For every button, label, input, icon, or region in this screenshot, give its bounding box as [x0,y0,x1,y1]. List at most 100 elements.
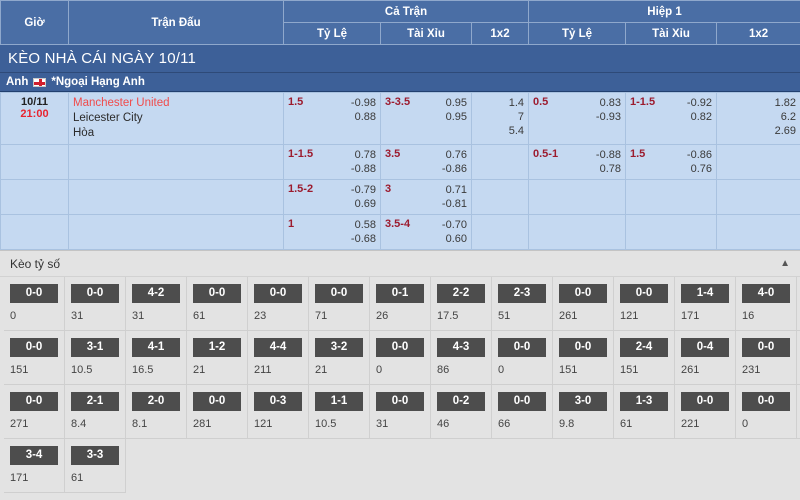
score-cell[interactable]: 2-4 151 [614,331,675,385]
odds-half-overunder [625,214,717,250]
score-cell[interactable]: 0-00 [797,385,800,439]
score-badge: 0-0 [193,392,241,411]
odds-half-handicap[interactable]: 0.5-1 -0.88 0.78 [528,144,626,180]
score-cell[interactable]: 0-0141 [797,277,800,331]
odds-full-handicap[interactable]: 1-1.5 0.78 -0.88 [283,144,381,180]
table-row[interactable]: 1 0.58 -0.68 3.5-4 -0.70 0.60 [0,214,800,250]
score-odd-value: 46 [437,418,450,430]
score-badge: 0-0 [742,392,790,411]
score-odd-value: 121 [254,418,273,430]
score-cell[interactable]: 4-0 16 [736,277,797,331]
other-score-footer: Tỷ số khác 0 [0,493,800,500]
score-odd-value: 31 [132,310,145,322]
score-cell[interactable]: 0-1 26 [370,277,431,331]
score-badge: 2-1 [71,392,119,411]
odds-full-overunder[interactable]: 3.5 0.76 -0.86 [380,144,472,180]
chevron-up-icon[interactable]: ▲ [780,257,790,269]
score-odd-value: 61 [193,310,206,322]
score-cell[interactable]: 0-0 231 [736,331,797,385]
score-odd-value: 8.1 [132,418,148,430]
score-cell[interactable]: 2-0 8.1 [126,385,187,439]
league-row[interactable]: Anh *Ngoại Hạng Anh [0,73,800,92]
score-cell[interactable]: 0-4 261 [675,331,736,385]
table-row[interactable]: 1-1.5 0.78 -0.88 3.5 0.76 -0.86 0.5-1 -0… [0,144,800,180]
score-cell[interactable]: 1-4 171 [675,277,736,331]
score-odd-value: 0 [376,364,383,376]
score-cell[interactable]: 0-0 151 [553,331,614,385]
odds-full-overunder[interactable]: 3 0.71 -0.81 [380,179,472,215]
odds-full-overunder[interactable]: 3.5-4 -0.70 0.60 [380,214,472,250]
odds-half-1x2 [716,144,800,180]
odds-value-over: -0.92 [686,97,712,109]
odds-value-under: 0.76 [690,163,712,175]
score-cell-empty [797,439,800,493]
odds-full-overunder[interactable]: 3-3.5 0.95 0.95 [380,92,472,145]
score-cell[interactable]: 0-0 31 [65,277,126,331]
table-row[interactable]: 10/11 21:00 Manchester United Leicester … [0,92,800,145]
score-badge: 0-0 [742,338,790,357]
score-cell[interactable]: 3-0 9.8 [553,385,614,439]
score-odd-value: 121 [620,310,639,322]
team-away: Leicester City [73,112,143,124]
score-cell[interactable]: 4-2 31 [126,277,187,331]
odds-full-handicap[interactable]: 1.5 -0.98 0.88 [283,92,381,145]
header-group-firsthalf: Hiệp 1 [528,0,800,23]
odds-full-handicap[interactable]: 1 0.58 -0.68 [283,214,381,250]
score-cell-empty [187,439,248,493]
score-cell[interactable]: 1-2 21 [187,331,248,385]
score-cell[interactable]: 0-0 121 [614,277,675,331]
score-badge: 0-0 [193,284,241,303]
score-cell[interactable]: 3-4 171 [4,439,65,493]
odds-half-1x2[interactable]: 1.82 6.2 2.69 [716,92,800,145]
score-cell[interactable]: 0-3 121 [248,385,309,439]
match-teams-cell-empty [68,144,284,180]
score-cell[interactable]: 1-1 10.5 [309,385,370,439]
score-cell[interactable]: 3-1 10.5 [65,331,126,385]
score-badge: 0-0 [498,338,546,357]
score-cell[interactable]: 0-0 221 [675,385,736,439]
odds-half-handicap[interactable]: 0.5 0.83 -0.93 [528,92,626,145]
score-cell[interactable]: 1-09.9 [797,331,800,385]
score-cell[interactable]: 4-3 86 [431,331,492,385]
odds-half-overunder[interactable]: 1-1.5 -0.92 0.82 [625,92,717,145]
score-cell[interactable]: 0-0 61 [187,277,248,331]
correct-score-header[interactable]: Kèo tỷ số ▲ [0,251,800,277]
table-row[interactable]: 1.5-2 -0.79 0.69 3 0.71 -0.81 [0,179,800,215]
score-cell[interactable]: 2-3 51 [492,277,553,331]
odds-value-over: 0.76 [445,149,467,161]
score-cell[interactable]: 3-3 61 [65,439,126,493]
score-badge: 1-1 [315,392,363,411]
score-cell[interactable]: 4-4 211 [248,331,309,385]
score-cell[interactable]: 3-2 21 [309,331,370,385]
score-cell[interactable]: 0-0 23 [248,277,309,331]
score-odd-value: 31 [71,310,84,322]
score-odd-value: 16 [742,310,755,322]
score-cell[interactable]: 0-0 261 [553,277,614,331]
score-cell[interactable]: 0-0 31 [370,385,431,439]
correct-score-grid: 0-0 0 0-0 31 4-2 31 0-0 61 0-0 23 0-0 71 0-1 26 2-2 17.… [0,277,800,493]
score-cell[interactable]: 2-1 8.4 [65,385,126,439]
score-cell[interactable]: 0-0 281 [187,385,248,439]
odds-full-1x2[interactable]: 1.4 7 5.4 [471,92,529,145]
score-cell[interactable]: 1-3 61 [614,385,675,439]
score-cell[interactable]: 4-1 16.5 [126,331,187,385]
odds-value-away: -0.68 [350,233,376,245]
odds-value-home: -0.79 [350,184,376,196]
score-odd-value: 66 [498,418,511,430]
score-cell[interactable]: 0-0 151 [4,331,65,385]
score-cell[interactable]: 0-0 71 [309,277,370,331]
score-cell[interactable]: 2-2 17.5 [431,277,492,331]
odds-full-handicap[interactable]: 1.5-2 -0.79 0.69 [283,179,381,215]
odds-value-over: -0.86 [686,149,712,161]
score-cell[interactable]: 0-2 46 [431,385,492,439]
match-teams-cell[interactable]: Manchester United Leicester City Hòa [68,92,284,145]
score-cell[interactable]: 0-0 271 [4,385,65,439]
score-cell[interactable]: 0-0 66 [492,385,553,439]
odds-half-overunder[interactable]: 1.5 -0.86 0.76 [625,144,717,180]
score-odd-value: 21 [193,364,206,376]
score-odd-value: 171 [681,310,700,322]
